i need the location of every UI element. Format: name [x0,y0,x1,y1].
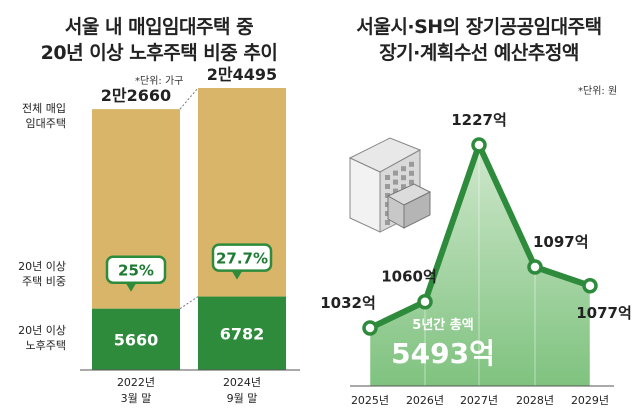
value-label-0: 1032억 [320,294,376,312]
old-label-0: 5660 [114,330,159,349]
x-tick-0: 2025년 [351,394,389,407]
value-label-3: 1097억 [533,233,589,251]
side-label-old-0: 20년 이상 [18,324,66,337]
building-window [409,161,414,167]
right-title-line2: 장기·계획수선 예산추정액 [379,42,579,64]
x-tick-3: 2028년 [516,394,554,407]
building-window [393,170,398,176]
building-window [401,184,406,190]
x-label-year-0: 2022년 [117,376,155,389]
bar-old-0 [92,308,180,370]
x-label-month-0: 3월 말 [121,392,152,405]
share-bubble-tail-1 [231,269,243,280]
building-window [409,170,414,176]
side-label-share-1: 주택 비중 [22,275,66,288]
value-label-2: 1227억 [451,111,507,129]
side-label-share-0: 20년 이상 [18,260,66,273]
left-title-line1: 서울 내 매입임대주택 중 [64,16,254,38]
connector-total [179,87,199,110]
total-value: 5493억 [391,337,495,370]
repair-budget-panel: 서울시·SH의 장기공공임대주택 장기·계획수선 예산추정액 *단위: 원 10… [318,0,640,412]
connector-old [179,296,199,310]
value-label-4: 1077억 [576,304,632,322]
building-window [393,188,398,194]
share-label-0: 25% [118,262,154,280]
line-chart: 1032억 1060억 1227억 1097억 1077억 5년간 총액 5493억 2025… [320,111,632,407]
total-caption: 5년간 총액 [412,317,473,333]
building-window [393,179,398,185]
old-label-1: 6782 [220,324,265,343]
side-label-total-0: 전체 매입 [22,102,66,115]
right-unit-note: *단위: 원 [578,86,618,97]
total-label-0: 2만2660 [101,86,171,105]
bar-old-1 [198,296,286,370]
line-point-2 [471,137,487,153]
building-window [385,220,390,225]
right-title-line1: 서울시·SH의 장기공공임대주택 [356,16,602,38]
value-label-1: 1060억 [381,268,437,286]
x-label-month-1: 9월 말 [227,392,258,405]
building-window [385,184,390,189]
share-bubble-tail-0 [125,281,137,292]
line-point-4 [582,278,598,294]
building-window [409,179,414,185]
line-point-0 [362,320,378,336]
share-label-1: 27.7% [216,250,268,268]
old-housing-share-panel: 서울 내 매입임대주택 중 20년 이상 노후주택 비중 추이 *단위: 가구 … [0,0,318,412]
bar-chart: 2만2660 5660 25% 2022년 3월 말 2만4495 6782 27.7% 202… [18,65,300,405]
line-point-3 [527,259,543,275]
building-illustration [348,137,432,233]
building-window [401,166,406,172]
side-label-total-1: 임대주택 [26,117,66,130]
line-point-1 [417,293,433,310]
total-label-1: 2만4495 [207,65,277,84]
left-title-line2: 20년 이상 노후주택 비중 추이 [40,42,278,64]
side-label-old-1: 노후주택 [26,339,66,352]
box-right [403,191,431,229]
building-window [385,175,390,180]
left-unit-note: *단위: 가구 [135,76,184,87]
x-tick-2: 2027년 [460,394,498,407]
x-tick-4: 2029년 [571,394,609,407]
building-window [401,175,406,181]
x-label-year-1: 2024년 [223,376,261,389]
x-tick-1: 2026년 [406,394,444,407]
